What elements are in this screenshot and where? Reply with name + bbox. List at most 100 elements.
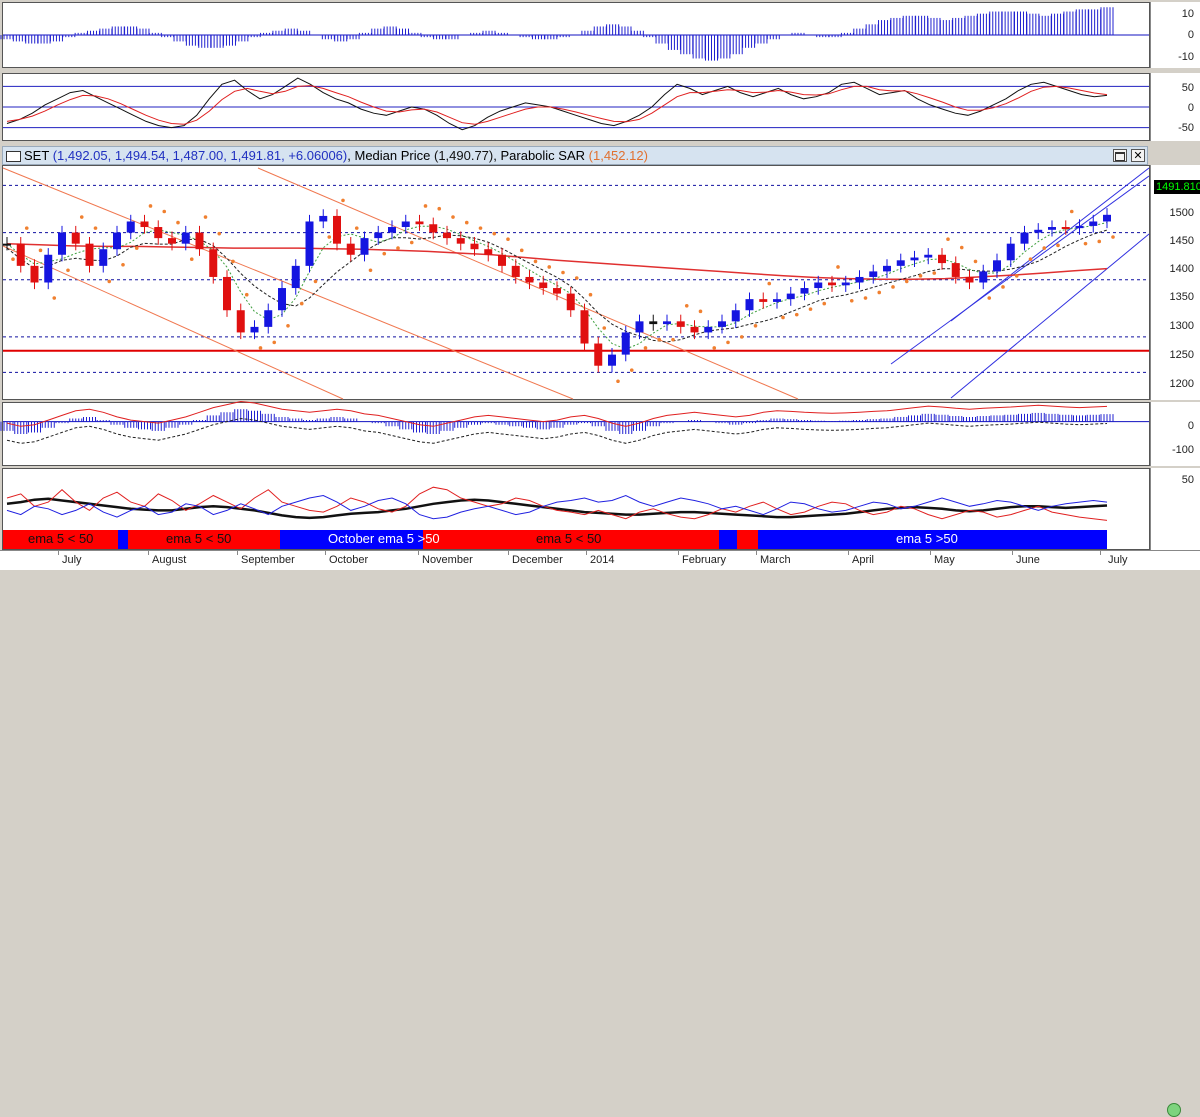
candle-body [484,249,493,255]
maximize-icon[interactable] [1113,149,1127,162]
candle-body [236,310,245,333]
sar-dot [231,259,235,264]
candle-body [580,310,589,344]
tick-label: -10 [1178,51,1194,63]
candle-body [745,299,754,311]
candle-body [1048,227,1056,230]
sar-dot [946,237,950,242]
sar-dot [382,251,387,256]
time-label: June [1016,554,1040,566]
sar-dot [1083,241,1088,246]
oscillator-2-plot[interactable] [2,73,1150,141]
tick-label: 1500 [1169,207,1194,219]
sar-dot [506,237,510,242]
candle-body [1075,225,1084,229]
time-axis: July August September October November D… [0,550,1200,1117]
sar-dot [79,215,84,219]
sar-dot [698,309,703,314]
sar-dot [93,226,98,230]
tick-label: 10 [1181,8,1194,20]
sar-dot [203,215,208,219]
symbol-label: SET [24,148,50,163]
sar-dot [396,246,400,250]
candle-body [663,321,671,325]
sar-dot [121,262,125,267]
candle-body [44,254,53,283]
sar-dot [134,246,139,250]
ema-state-segment [719,530,737,549]
sar-dot [286,323,290,328]
oscillator-series [6,494,1108,520]
oscillator-5-svg [3,486,1108,549]
sar-dot [492,231,497,236]
candle-body [388,227,396,233]
sar-dot [1028,257,1033,261]
candle-body [305,221,314,266]
candle-body [786,293,795,300]
sar-dot [354,226,359,230]
candle-body [1020,232,1029,244]
time-label: December [512,554,563,566]
oscillator-5-plot[interactable] [2,468,1150,550]
tick-label: 50 [1181,82,1194,94]
price-plot[interactable] [2,165,1150,400]
sar-dot [162,209,167,214]
candle-body [718,321,726,327]
median-price-value: (1,490.77) [433,148,494,163]
parabolic-sar-label: Parabolic SAR [500,148,586,163]
sar-dot [258,346,263,350]
candle-body [429,224,438,233]
sar-dot [671,337,675,342]
candle-body [938,254,946,264]
candle-body [910,257,919,261]
tick-label: 0 [1187,29,1194,41]
tick-label: 0 [1187,102,1194,114]
sar-dot [327,235,332,239]
candle-body [374,232,383,239]
candle-body [223,276,231,311]
candle-body [883,265,891,272]
ema-state-segment [333,530,423,549]
close-icon[interactable]: ✕ [1131,149,1145,162]
time-label: May [934,554,955,566]
time-label: 2014 [590,554,615,566]
sar-dot [519,248,524,253]
candle-body [1089,221,1098,226]
oscillator-2-axis: 50 0 -50 [1150,73,1200,141]
signal-line [6,400,1108,427]
sar-dot [464,220,469,225]
price-axis: 1550 1500 1450 1400 1350 1300 1250 1200 [1150,165,1200,400]
sar-dot [189,257,194,261]
oscillator-1-axis: 10 0 -10 [1150,2,1200,68]
oscillator-1-plot[interactable] [0,2,1150,68]
channel-line [950,167,1150,322]
sar-dot [849,299,854,303]
oscillator-4-plot[interactable] [0,400,1150,466]
ema-state-segment [758,530,1107,549]
candle-body [773,299,781,302]
candle-body [264,310,273,327]
status-ok-icon [1167,1103,1181,1117]
time-label: March [760,554,791,566]
sar-dot [423,204,428,208]
candle-body [993,260,1001,272]
sar-dot [987,296,992,300]
ema-state-segment [3,530,118,549]
candle-body [85,243,94,266]
tick-label: -50 [1178,122,1194,134]
sar-dot [574,276,579,280]
candle-body [360,238,369,255]
candle-body [126,221,135,233]
sar-dot [657,337,662,342]
oscillator-panel-4: 0 -100 [0,400,1200,466]
sar-dot [904,279,909,284]
time-label: October [329,554,369,566]
sar-dot [478,226,483,230]
sar-dot [808,307,813,311]
channel-line [890,175,1150,365]
sar-dot [629,368,634,372]
candle-body [841,282,850,286]
candle-body [814,282,823,289]
candle-body [16,243,25,266]
tick-label: 0 [1187,420,1194,432]
